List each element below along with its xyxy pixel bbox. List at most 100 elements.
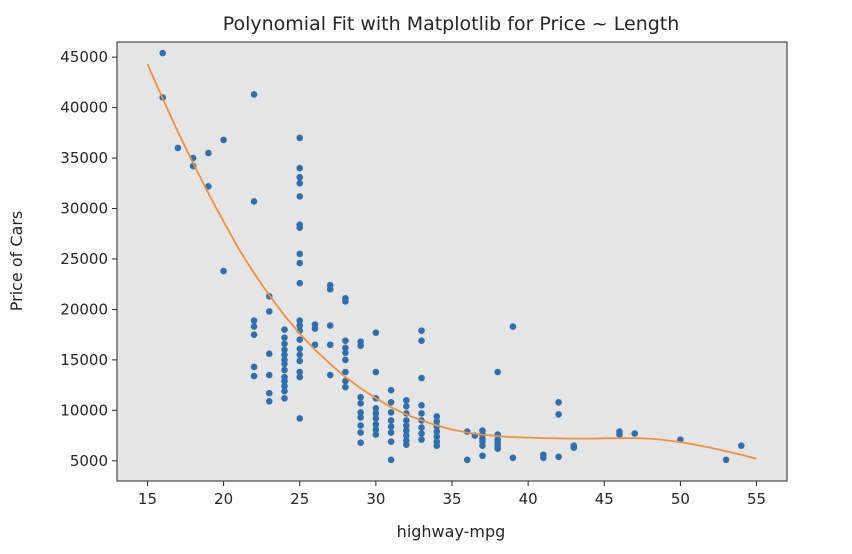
fit-line — [146, 63, 757, 460]
data-point — [387, 438, 395, 445]
data-point — [479, 442, 486, 449]
data-point — [281, 382, 288, 390]
data-point — [296, 193, 304, 200]
data-point — [631, 430, 639, 437]
data-point — [326, 371, 334, 379]
data-point — [281, 351, 288, 359]
data-point — [403, 427, 410, 434]
y-tick-label: 40000 — [60, 99, 108, 117]
x-tick-label: 25 — [290, 490, 309, 508]
data-point — [296, 351, 304, 359]
data-point — [311, 341, 319, 349]
data-point — [250, 363, 258, 371]
data-point — [342, 337, 349, 345]
data-point — [281, 326, 288, 333]
data-point — [326, 322, 334, 329]
y-tick-label: 35000 — [60, 149, 108, 167]
x-tick-label: 45 — [595, 490, 614, 508]
data-point — [738, 442, 745, 449]
data-point — [326, 341, 334, 349]
x-tick-label: 30 — [366, 490, 385, 508]
data-point — [494, 368, 501, 376]
data-point — [265, 389, 273, 397]
data-point — [265, 397, 273, 405]
data-point — [296, 373, 304, 381]
fit-line-group — [146, 63, 757, 460]
y-tick-label: 5000 — [70, 452, 108, 470]
data-point — [387, 386, 395, 394]
data-point — [357, 409, 364, 416]
data-point — [357, 429, 364, 436]
data-point — [494, 445, 501, 453]
data-point — [387, 398, 395, 406]
data-point — [418, 402, 425, 409]
data-point — [357, 399, 364, 407]
data-point — [296, 345, 304, 353]
chart-title: Polynomial Fit with Matplotlib for Price… — [223, 13, 680, 35]
data-point — [296, 317, 304, 324]
data-point — [509, 323, 517, 330]
data-point — [387, 417, 395, 424]
data-point — [250, 323, 258, 330]
plot-area — [116, 41, 788, 482]
data-point — [418, 327, 425, 334]
data-point — [555, 398, 562, 406]
data-point — [342, 298, 349, 305]
data-point — [418, 374, 425, 382]
data-point — [296, 357, 304, 365]
y-tick-label: 20000 — [60, 300, 108, 318]
data-point — [403, 432, 410, 439]
data-point — [403, 441, 410, 448]
data-point — [281, 366, 288, 374]
data-point — [372, 426, 380, 433]
data-point — [296, 179, 304, 187]
data-point — [387, 409, 395, 416]
data-point — [372, 329, 380, 336]
data-point — [387, 423, 395, 430]
x-tick-label: 20 — [214, 490, 233, 508]
data-point — [296, 173, 304, 181]
data-point — [220, 267, 227, 275]
y-axis-ticks: 5000 10000 15000 20000 25000 30000 35000 40000 4… — [60, 48, 117, 470]
data-point — [433, 428, 441, 435]
data-point — [342, 377, 349, 385]
data-point — [296, 224, 304, 231]
data-point — [372, 415, 380, 422]
data-point — [357, 393, 364, 401]
data-point — [357, 422, 364, 429]
y-tick-label: 15000 — [60, 351, 108, 369]
data-point — [174, 144, 182, 152]
data-point — [418, 337, 425, 345]
data-point — [403, 422, 410, 429]
data-point — [342, 349, 349, 357]
data-point — [418, 430, 425, 437]
x-tick-label: 55 — [747, 490, 766, 508]
data-point — [418, 424, 425, 431]
x-tick-label: 40 — [519, 490, 538, 508]
data-point — [250, 372, 258, 380]
data-point — [296, 322, 304, 329]
data-point — [281, 346, 288, 354]
data-point — [281, 394, 288, 402]
data-point — [372, 431, 380, 438]
data-point — [296, 250, 304, 258]
data-point — [433, 442, 441, 449]
data-point — [357, 439, 364, 446]
data-point — [540, 454, 547, 462]
data-point — [265, 350, 273, 358]
data-point — [281, 340, 288, 348]
data-point — [296, 164, 304, 172]
data-point — [403, 396, 410, 404]
data-point — [281, 334, 288, 341]
data-point — [433, 433, 441, 440]
x-tick-label: 50 — [671, 490, 690, 508]
data-point — [555, 453, 562, 461]
data-point — [311, 325, 319, 332]
data-point — [387, 456, 395, 464]
data-point — [296, 279, 304, 287]
x-axis-ticks: 15 20 25 30 35 40 45 50 55 — [138, 481, 766, 508]
data-point — [372, 421, 380, 428]
data-point — [296, 259, 304, 267]
x-axis-label: highway-mpg — [397, 522, 506, 541]
data-point — [342, 368, 349, 376]
